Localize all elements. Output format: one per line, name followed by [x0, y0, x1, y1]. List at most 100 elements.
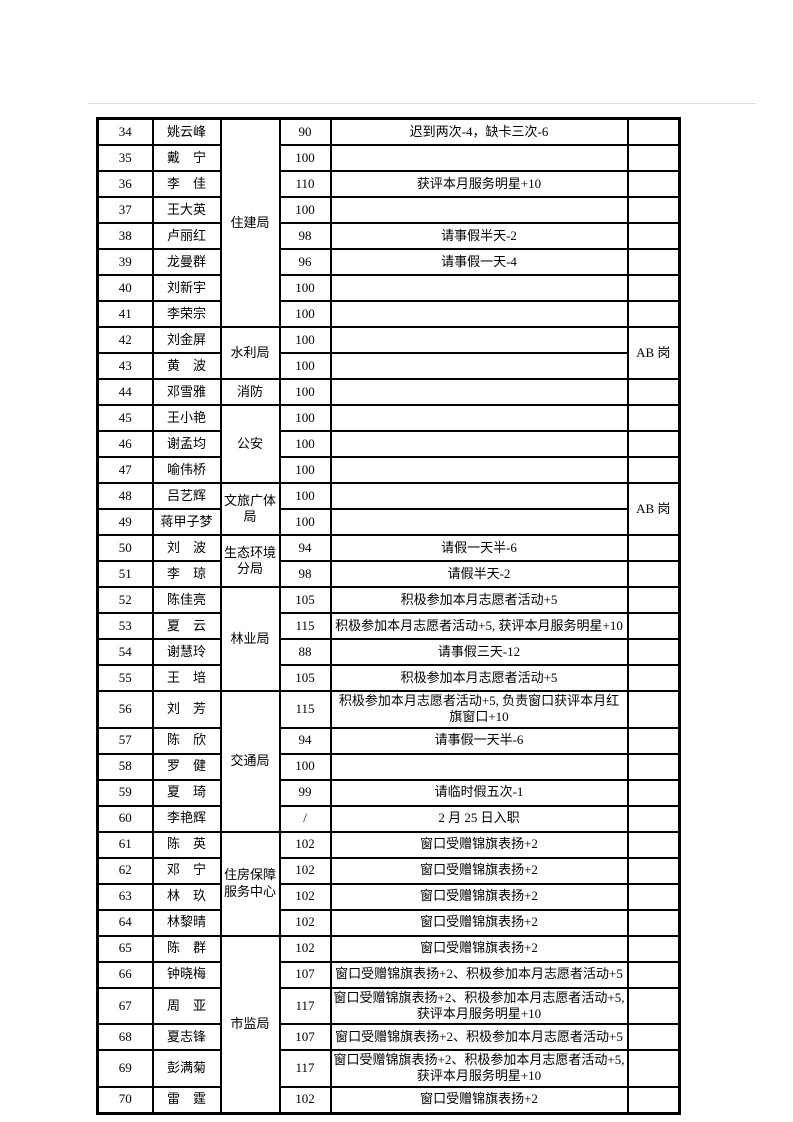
score-cell: 98 — [278, 222, 332, 250]
remark-cell: 积极参加本月志愿者活动+5 — [329, 664, 629, 692]
name-cell: 李艳辉 — [151, 804, 222, 833]
serial-number-cell: 38 — [96, 222, 154, 250]
remark-cell — [329, 430, 629, 458]
note-cell — [626, 690, 681, 729]
department-cell: 消防 — [219, 378, 281, 406]
department-cell: 住建局 — [219, 117, 281, 328]
name-cell: 罗 健 — [151, 752, 222, 781]
table-row: 67 周 亚 117 窗口受赠锦旗表扬+2、积极参加本月志愿者活动+5, 获评本月服务… — [96, 986, 681, 1025]
name-cell: 邓雪雅 — [151, 378, 222, 406]
table-row: 58 罗 健 100 — [96, 752, 681, 781]
note-cell — [626, 117, 681, 146]
remark-cell — [329, 352, 629, 380]
name-cell: 戴 宁 — [151, 144, 222, 172]
score-cell: 102 — [278, 882, 332, 911]
note-cell — [626, 248, 681, 276]
table-row: 35 戴 宁 100 — [96, 144, 681, 172]
note-cell — [626, 274, 681, 302]
score-cell: 105 — [278, 664, 332, 692]
department-cell: 市监局 — [219, 934, 281, 1114]
name-cell: 王 培 — [151, 664, 222, 692]
table-row: 36 李 佳 110 获评本月服务明星+10 — [96, 170, 681, 198]
table-row: 66 钟晓梅 107 窗口受赠锦旗表扬+2、积极参加本月志愿者活动+5 — [96, 960, 681, 989]
table-row: 38 卢丽红 98 请事假半天-2 — [96, 222, 681, 250]
serial-number-cell: 54 — [96, 638, 154, 666]
serial-number-cell: 45 — [96, 404, 154, 432]
table-row: 40 刘新宇 100 — [96, 274, 681, 302]
table-row: 59 夏 琦 99 请临时假五次-1 — [96, 778, 681, 807]
serial-number-cell: 50 — [96, 534, 154, 562]
serial-number-cell: 65 — [96, 934, 154, 963]
name-cell: 吕艺辉 — [151, 482, 222, 510]
serial-number-cell: 51 — [96, 560, 154, 588]
remark-cell: 窗口受赠锦旗表扬+2、积极参加本月志愿者活动+5 — [329, 1023, 629, 1051]
table-row: 51 李 琼 98 请假半天-2 — [96, 560, 681, 588]
score-cell: 100 — [278, 430, 332, 458]
note-cell — [626, 934, 681, 963]
table-row: 54 谢慧玲 88 请事假三天-12 — [96, 638, 681, 666]
table-row: 44 邓雪雅 消防 100 — [96, 378, 681, 406]
remark-cell: 迟到两次-4，缺卡三次-6 — [329, 117, 629, 146]
score-cell: 90 — [278, 117, 332, 146]
score-cell: 99 — [278, 778, 332, 807]
name-cell: 周 亚 — [151, 986, 222, 1025]
department-cell: 生态环境分局 — [219, 534, 281, 588]
score-cell: 100 — [278, 456, 332, 484]
serial-number-cell: 36 — [96, 170, 154, 198]
name-cell: 王大英 — [151, 196, 222, 224]
serial-number-cell: 37 — [96, 196, 154, 224]
name-cell: 夏 琦 — [151, 778, 222, 807]
table-row: 37 王大英 100 — [96, 196, 681, 224]
note-cell — [626, 560, 681, 588]
remark-cell: 请事假一天半-6 — [329, 726, 629, 755]
note-cell — [626, 830, 681, 859]
remark-cell: 请假半天-2 — [329, 560, 629, 588]
remark-cell: 窗口受赠锦旗表扬+2、积极参加本月志愿者活动+5, 获评本月服务明星+10 — [329, 986, 629, 1025]
score-cell: 107 — [278, 960, 332, 989]
serial-number-cell: 48 — [96, 482, 154, 510]
note-cell: AB 岗 — [626, 482, 681, 536]
department-cell: 文旅广体局 — [219, 482, 281, 536]
score-cell: 102 — [278, 934, 332, 963]
score-cell: 100 — [278, 144, 332, 172]
name-cell: 雷 霆 — [151, 1085, 222, 1114]
note-cell — [626, 1023, 681, 1051]
table-row: 42 刘金屏 水利局 100 AB 岗 — [96, 326, 681, 380]
note-cell — [626, 170, 681, 198]
remark-cell: 窗口受赠锦旗表扬+2 — [329, 882, 629, 911]
score-cell: 102 — [278, 830, 332, 859]
remark-cell — [329, 482, 629, 510]
score-cell: 96 — [278, 248, 332, 276]
score-cell: 100 — [278, 378, 332, 406]
remark-cell: 窗口受赠锦旗表扬+2 — [329, 830, 629, 859]
department-cell: 水利局 — [219, 326, 281, 380]
name-cell: 刘 波 — [151, 534, 222, 562]
name-cell: 李 琼 — [151, 560, 222, 588]
serial-number-cell: 56 — [96, 690, 154, 729]
remark-cell: 窗口受赠锦旗表扬+2 — [329, 1085, 629, 1114]
score-table-body: 34 姚云峰 住建局 90 迟到两次-4，缺卡三次-6 35 戴 宁 100 36 李 佳 110 获… — [96, 117, 681, 1114]
serial-number-cell: 61 — [96, 830, 154, 859]
serial-number-cell: 34 — [96, 117, 154, 146]
table-row: 45 王小艳 公安 100 — [96, 404, 681, 484]
table-row: 50 刘 波生态环境分局 94 请假一天半-6 — [96, 534, 681, 588]
serial-number-cell: 62 — [96, 856, 154, 885]
score-cell: 117 — [278, 986, 332, 1025]
score-cell: 117 — [278, 1049, 332, 1088]
table-row: 60 李艳辉 /2 月 25 日入职 — [96, 804, 681, 833]
name-cell: 李 佳 — [151, 170, 222, 198]
name-cell: 林 玖 — [151, 882, 222, 911]
name-cell: 刘金屏 — [151, 326, 222, 354]
score-cell: 100 — [278, 404, 332, 432]
table-row: 68 夏志锋 107 窗口受赠锦旗表扬+2、积极参加本月志愿者活动+5 — [96, 1023, 681, 1051]
name-cell: 姚云峰 — [151, 117, 222, 146]
note-cell — [626, 144, 681, 172]
score-cell: 94 — [278, 534, 332, 562]
note-cell — [626, 1049, 681, 1088]
remark-cell — [329, 326, 629, 354]
remark-cell: 窗口受赠锦旗表扬+2 — [329, 856, 629, 885]
name-cell: 林黎晴 — [151, 908, 222, 937]
remark-cell — [329, 404, 629, 432]
score-cell: 115 — [278, 690, 332, 729]
